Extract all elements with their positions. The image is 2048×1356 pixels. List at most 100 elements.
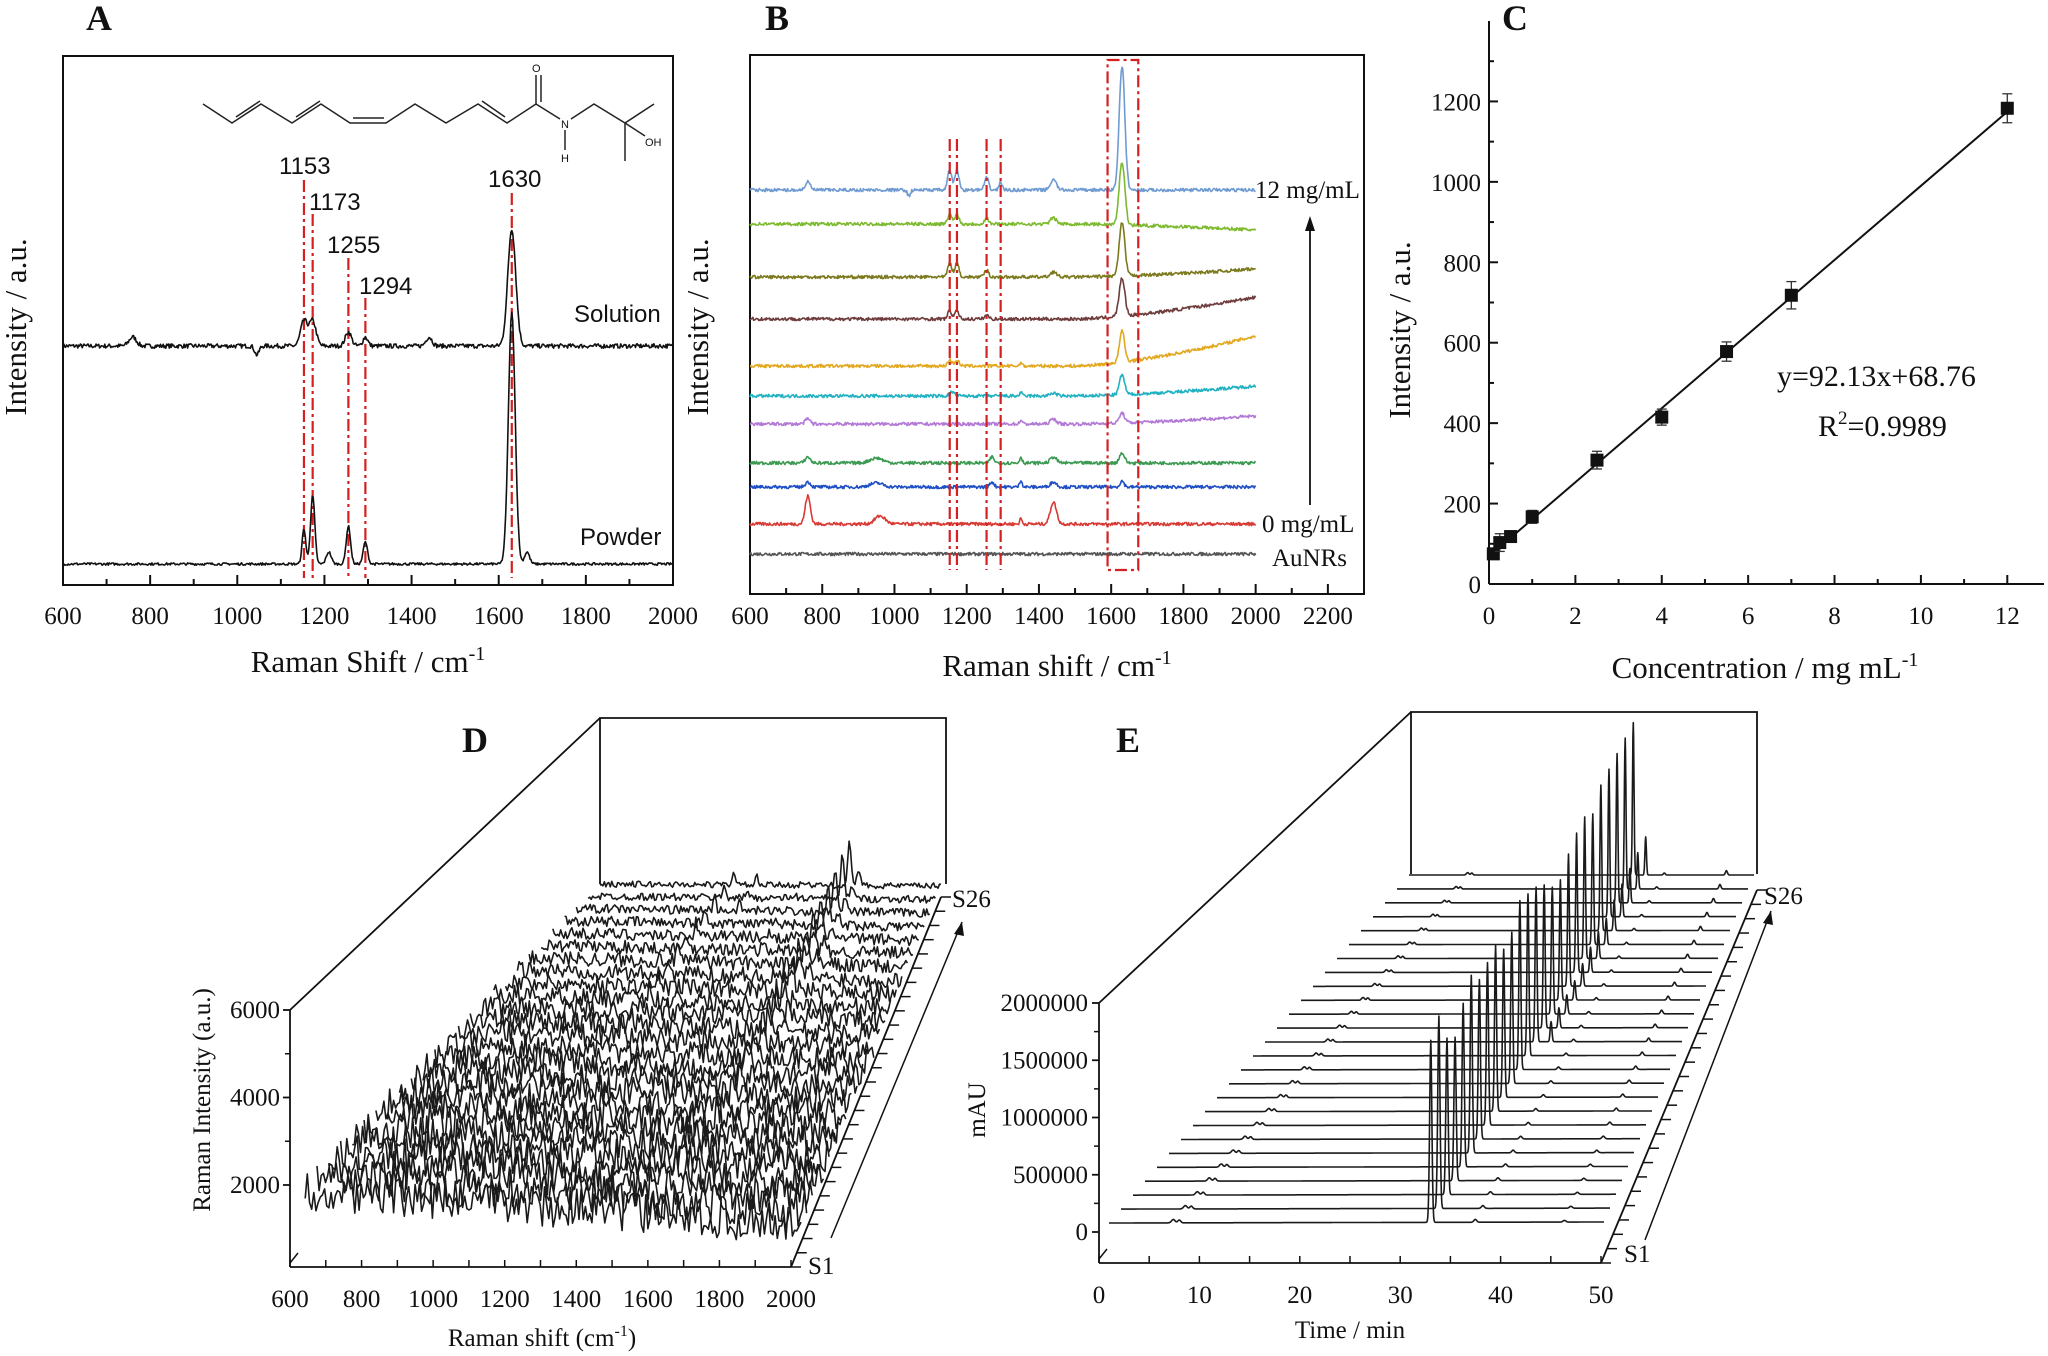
data-point — [2000, 101, 2014, 115]
chromatogram-s14 — [1264, 886, 1683, 1043]
chromatogram-s24 — [1384, 752, 1743, 904]
panel-e: E 0 500000 1000000 1500000 2000000 0 10 20 30 40 5… — [964, 711, 1803, 1344]
spectrum-s10 — [410, 1064, 852, 1114]
chromatogram-s7 — [1180, 978, 1641, 1141]
spectrum-s5 — [352, 1123, 825, 1187]
x-tick-label: 2000 — [1231, 603, 1281, 630]
y-tick-label: 500000 — [1013, 1162, 1088, 1189]
panel-a-spectra — [62, 229, 674, 566]
panel-c-axes: 0 200 400 600 800 1000 1200 0 2 4 6 8 10 12 — [1431, 21, 2044, 630]
spectrum-trace-6 — [749, 328, 1257, 369]
depth-label-s26: S26 — [1764, 883, 1803, 910]
spectrum-s14 — [457, 1011, 875, 1058]
label-12-mg-ml: 12 mg/mL — [1255, 177, 1360, 204]
spectrum-s13 — [445, 1031, 869, 1074]
x-tick-label: 600 — [731, 603, 769, 630]
chromatogram-s2 — [1120, 1015, 1611, 1210]
chromatogram-s8 — [1192, 961, 1647, 1127]
spectrum-trace-7 — [749, 277, 1257, 322]
peak-label-1153: 1153 — [279, 153, 331, 180]
y-tick-label: 0 — [1469, 572, 1482, 599]
x-tick-label: 10 — [1908, 603, 1933, 630]
molecule-atom-n: N — [561, 119, 569, 131]
chromatogram-s4 — [1144, 1036, 1623, 1182]
chromatogram-s15 — [1276, 884, 1689, 1029]
x-tick-label: 1600 — [623, 1286, 673, 1313]
panel-d-letter: D — [462, 720, 488, 760]
data-point — [1720, 345, 1734, 359]
depth-arrow — [830, 921, 963, 1239]
x-tick-label: 800 — [803, 603, 841, 630]
depth-edge-top — [289, 717, 601, 1011]
spectrum-s11 — [422, 1052, 858, 1101]
spectrum-trace-8 — [749, 222, 1256, 280]
x-tick-label: 1600 — [474, 603, 524, 630]
spectrum-s1 — [304, 1173, 802, 1241]
x-tick-label: 1000 — [869, 603, 919, 630]
data-point — [1504, 530, 1518, 544]
x-tick-label: 1000 — [212, 603, 262, 630]
panel-c-points — [1486, 93, 2014, 561]
x-tick-label: 4 — [1656, 603, 1669, 630]
panel-c-y-label: Intensity / a.u. — [1382, 241, 1417, 418]
panel-b-spectra — [749, 66, 1257, 557]
label-0-mg-ml: 0 mg/mL — [1262, 511, 1354, 538]
panel-a-marker-lines — [302, 180, 513, 578]
x-tick-label: 8 — [1828, 603, 1841, 630]
x-tick-label: 2 — [1569, 603, 1582, 630]
y-tick-label: 2000 — [230, 1172, 280, 1199]
molecule-group-oh: OH — [645, 137, 662, 149]
panel-e-letter: E — [1116, 720, 1140, 760]
y-tick-label: 1500000 — [1001, 1047, 1089, 1074]
x-tick-label: 800 — [131, 603, 169, 630]
spectrum-s9 — [398, 1077, 847, 1130]
spectrum-s23 — [564, 886, 925, 932]
spectrum-solution — [62, 229, 674, 357]
arrow-head — [1763, 911, 1773, 925]
spectrum-s20 — [528, 934, 909, 974]
chromatogram-s23 — [1372, 768, 1737, 918]
spectrum-s25 — [587, 854, 937, 904]
panel-b: B 600 800 1000 1200 1400 1600 1800 2000 2200 12 … — [680, 0, 1365, 683]
y-tick-label: 1000000 — [1001, 1105, 1089, 1132]
panel-b-x-ticks: 600 800 1000 1200 1400 1600 1800 2000 2200 — [731, 584, 1365, 630]
x-tick-label: 1800 — [1158, 603, 1208, 630]
data-point — [1784, 288, 1798, 302]
x-tick-label: 2000 — [648, 603, 698, 630]
panel-a-letter: A — [86, 0, 112, 38]
panel-a-x-ticks: 600 800 1000 1200 1400 1600 1800 2000 — [44, 575, 698, 630]
molecule-atom-h: H — [561, 153, 569, 165]
x-tick-label: 2200 — [1303, 603, 1353, 630]
x-tick-label: 30 — [1388, 1282, 1413, 1309]
panel-d-3d-frame: 2000 4000 6000 600 800 1000 1200 1400 1600 1800 20… — [230, 717, 964, 1313]
panel-e-x-label: Time / min — [1295, 1317, 1406, 1344]
fit-line — [1492, 110, 2008, 554]
back-wall — [1410, 711, 1758, 874]
depth-label-s1: S1 — [808, 1253, 834, 1280]
x-tick-label: 10 — [1187, 1282, 1212, 1309]
x-tick-label: 1800 — [561, 603, 611, 630]
y-tick-label: 1000 — [1431, 170, 1481, 197]
x-tick-label: 800 — [343, 1286, 381, 1313]
spectrum-trace-4 — [749, 411, 1257, 427]
chromatogram-s25 — [1396, 737, 1749, 890]
spectrum-s17 — [493, 966, 892, 1017]
chromatogram-s16 — [1288, 886, 1695, 1015]
band-marker-box — [1106, 58, 1140, 572]
panel-a: A 600 800 1000 1200 1400 1600 1800 2000 O N H O… — [0, 0, 698, 679]
y-tick-label: 6000 — [230, 997, 280, 1024]
y-tick-label: 200 — [1444, 492, 1482, 519]
x-tick-label: 40 — [1488, 1282, 1513, 1309]
peak-label-1255: 1255 — [327, 232, 380, 259]
panel-b-x-label: Raman shift / cm-1 — [942, 647, 1171, 683]
panel-e-chromatograms — [1108, 721, 1755, 1224]
data-point — [1525, 510, 1539, 524]
molecule-atom-o: O — [532, 63, 541, 75]
spectrum-s24 — [575, 872, 931, 918]
label-aunrs: AuNRs — [1272, 545, 1347, 572]
chromatogram-s5 — [1156, 1002, 1629, 1169]
spectrum-powder — [62, 311, 674, 566]
x-tick-label: 1200 — [299, 603, 349, 630]
x-tick-label: 6 — [1742, 603, 1755, 630]
